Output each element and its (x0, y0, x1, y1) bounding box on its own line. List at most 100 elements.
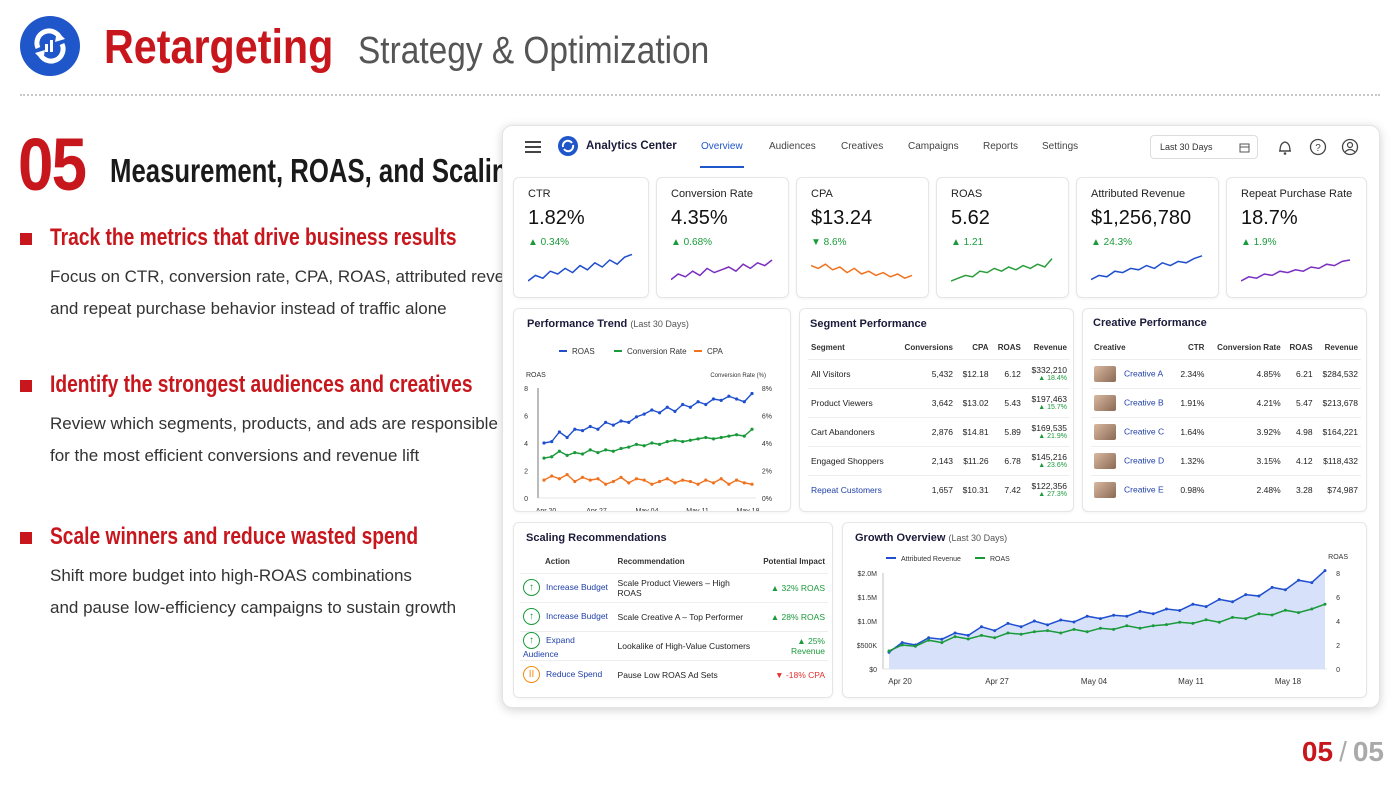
table-row[interactable]: Product Viewers 3,642 $13.02 5.43 $197,463 ▲ … (808, 387, 1070, 417)
action: II Reduce Spend (520, 659, 615, 689)
column-header[interactable]: Segment (811, 343, 845, 353)
data-point (711, 437, 716, 441)
conversions: 5,432 (895, 358, 957, 388)
tab-audiences[interactable]: Audiences (769, 141, 816, 152)
data-point (627, 445, 631, 449)
table-row[interactable]: ↑ Increase Budget Scale Product Viewers – … (520, 572, 828, 602)
data-point (542, 456, 546, 460)
bullet-heading: Track the metrics that drive business re… (50, 224, 457, 251)
column-header[interactable]: Revenue (1033, 343, 1067, 353)
y2-tick: 0 (1336, 667, 1340, 674)
data-point (627, 481, 631, 485)
tab-overview[interactable]: Overview (701, 141, 743, 152)
data-point (953, 635, 957, 639)
data-point (565, 453, 569, 457)
tab-campaigns[interactable]: Campaigns (908, 141, 959, 152)
data-point (750, 482, 754, 486)
table-row[interactable]: Creative C 1.64% 3.92% 4.98 $164,221 (1091, 416, 1361, 446)
data-point (979, 625, 983, 629)
column-header[interactable]: Recommendation (617, 557, 685, 567)
creative-thumbnail (1094, 452, 1116, 469)
data-point (542, 441, 546, 445)
data-point (565, 473, 569, 477)
y2-tick: 0% (762, 496, 772, 503)
data-point (1032, 619, 1036, 623)
y2-tick: 4% (762, 441, 772, 448)
date-range-value: Last 30 Days (1160, 142, 1213, 152)
data-point (742, 434, 746, 438)
ctr: 1.91% (1174, 387, 1208, 417)
table-row[interactable]: Creative E 0.98% 2.48% 3.28 $74,987 (1091, 474, 1361, 504)
table-row[interactable]: Cart Abandoners 2,876 $14.81 5.89 $169,535 ▲ … (808, 416, 1070, 446)
table-row[interactable]: Creative D 1.32% 3.15% 4.12 $118,432 (1091, 445, 1361, 475)
data-point (979, 633, 983, 637)
column-header[interactable]: Creative (1094, 343, 1126, 353)
conversion-rate: 2.48% (1207, 474, 1284, 504)
data-point (1310, 607, 1314, 611)
data-point (634, 415, 639, 419)
table-row[interactable]: All Visitors 5,432 $12.18 6.12 $332,210 ▲ 18.… (808, 358, 1070, 388)
bullet-text: and pause low-efficiency campaigns to su… (50, 598, 457, 617)
data-point (550, 440, 554, 444)
column-header[interactable]: Potential Impact (763, 557, 825, 567)
recommendation: Lookalike of High-Value Customers (614, 630, 759, 660)
data-point (719, 398, 723, 402)
brand-logo (20, 16, 80, 76)
data-point (1085, 614, 1089, 618)
table-row[interactable]: Creative B 1.91% 4.21% 5.47 $213,678 (1091, 387, 1361, 417)
table-row[interactable]: Engaged Shoppers 2,143 $11.26 6.78 $145,216 ▲… (808, 445, 1070, 475)
arrow-up-icon: ↑ (523, 608, 540, 625)
sparkline-path (671, 259, 773, 281)
kpi-change: ▲ 24.3% (1091, 237, 1133, 248)
table-row[interactable]: Creative A 2.34% 4.85% 6.21 $284,532 (1091, 358, 1361, 388)
cpa: $14.81 (956, 416, 992, 446)
action: ↑ Expand Audience (520, 630, 615, 660)
table-row[interactable]: II Reduce Spend Pause Low ROAS Ad Sets ▼ -1… (520, 659, 828, 689)
menu-icon[interactable] (525, 140, 541, 154)
tab-reports[interactable]: Reports (983, 141, 1019, 152)
kpi-card-repeat-purchase-rate[interactable]: Repeat Purchase Rate 18.7% ▲ 1.9% (1226, 177, 1367, 298)
column-header[interactable]: ROAS (1289, 343, 1313, 353)
column-header[interactable]: Revenue (1324, 343, 1358, 353)
help-icon[interactable]: ? (1309, 138, 1327, 156)
kpi-card-ctr[interactable]: CTR 1.82% ▲ 0.34% (513, 177, 649, 298)
y-tick: $1.0M (858, 619, 878, 626)
data-point (1178, 620, 1182, 624)
revenue-line (888, 570, 1326, 653)
bell-icon[interactable] (1277, 139, 1293, 156)
table-row[interactable]: ↑ Expand Audience Lookalike of High-Value … (520, 630, 828, 660)
table-row[interactable]: Repeat Customers 1,657 $10.31 7.42 $122,356 ▲… (808, 474, 1070, 504)
creative-thumbnail (1094, 481, 1116, 498)
kpi-card-conversion-rate[interactable]: Conversion Rate 4.35% ▲ 0.68% (656, 177, 789, 298)
sparkline (528, 253, 633, 282)
data-point (900, 641, 904, 645)
data-point (966, 633, 970, 637)
series-line (543, 473, 753, 486)
growth-subtitle: (Last 30 Days) (948, 533, 1008, 543)
recommendation: Scale Creative A – Top Performer (614, 601, 759, 631)
page-separator: / (1339, 736, 1347, 767)
data-point (1085, 630, 1089, 634)
right-axis-label: ROAS (1328, 554, 1348, 561)
growth-title: Growth Overview (855, 532, 946, 544)
cpa: $10.31 (956, 474, 992, 504)
tab-settings[interactable]: Settings (1042, 141, 1079, 152)
x-tick: May 11 (686, 508, 709, 511)
column-header[interactable]: Conversions (904, 343, 954, 353)
kpi-card-cpa[interactable]: CPA $13.24 ▼ 8.6% (796, 177, 929, 298)
data-point (619, 446, 623, 451)
tab-creatives[interactable]: Creatives (841, 141, 884, 152)
user-avatar-icon[interactable] (1341, 138, 1359, 156)
column-header[interactable]: Conversion Rate (1217, 343, 1281, 353)
data-point (1125, 614, 1129, 618)
potential-impact: ▼ -18% CPA (758, 659, 828, 689)
column-header[interactable]: ROAS (997, 343, 1021, 353)
date-range-picker[interactable]: Last 30 Days (1150, 135, 1258, 159)
table-row[interactable]: ↑ Increase Budget Scale Creative A – Top P… (520, 601, 828, 631)
column-header[interactable]: Action (545, 557, 570, 567)
column-header[interactable]: CTR (1187, 343, 1205, 353)
data-point (1072, 627, 1076, 631)
kpi-card-roas[interactable]: ROAS 5.62 ▲ 1.21 (936, 177, 1069, 298)
column-header[interactable]: CPA (972, 343, 989, 353)
kpi-card-attributed-revenue[interactable]: Attributed Revenue $1,256,780 ▲ 24.3% (1076, 177, 1219, 298)
